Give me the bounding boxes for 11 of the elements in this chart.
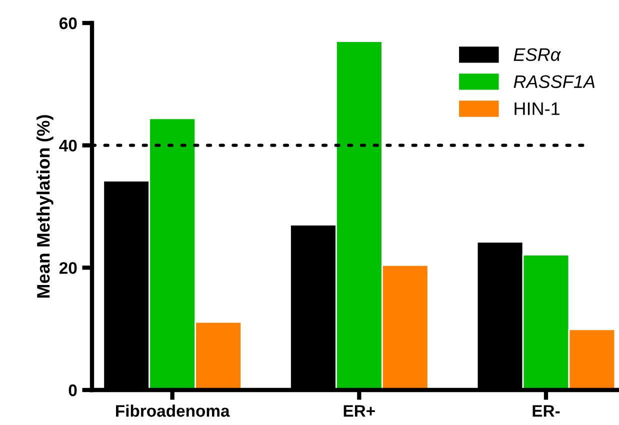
y-tick-label: 20	[59, 262, 77, 274]
x-tick-label: ER-	[532, 405, 560, 417]
y-axis-title: Mean Methylation (%)	[36, 115, 54, 298]
y-tick-label: 40	[59, 140, 77, 152]
x-tick-label: ER+	[344, 405, 375, 417]
legend-label: HIN-1	[514, 102, 560, 115]
x-tick-label: Fibroadenoma	[116, 404, 230, 417]
y-tick-label: 0	[68, 384, 77, 396]
legend-label: RASSF1A	[514, 75, 595, 88]
legend-label: ESRα	[514, 48, 562, 62]
y-tick-label: 60	[59, 17, 77, 30]
